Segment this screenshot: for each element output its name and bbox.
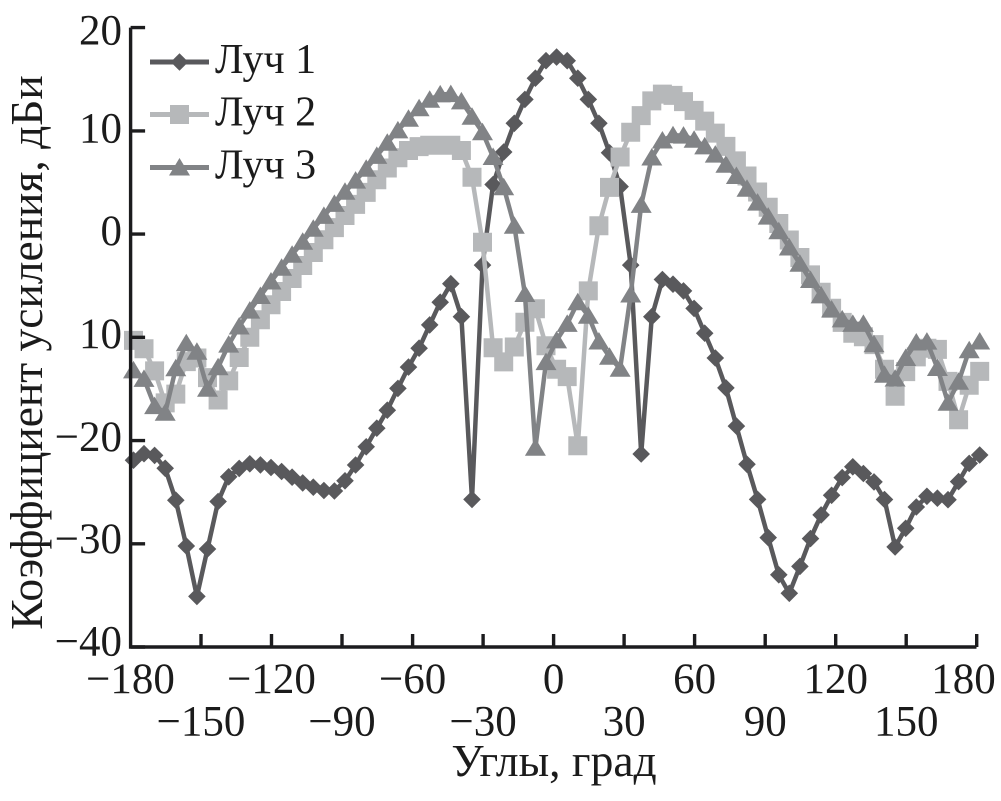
svg-text:−150: −150 (157, 699, 246, 746)
svg-text:10: 10 (79, 311, 122, 358)
svg-text:10: 10 (79, 106, 122, 153)
svg-text:0: 0 (101, 208, 123, 255)
svg-text:150: 150 (874, 699, 939, 746)
svg-text:Углы, град: Углы, град (451, 735, 656, 786)
svg-text:180: 180 (931, 656, 996, 703)
svg-text:−20: −20 (55, 414, 122, 461)
svg-text:90: 90 (744, 699, 787, 746)
svg-text:20: 20 (79, 8, 122, 55)
svg-text:0: 0 (543, 656, 565, 703)
svg-text:−30: −30 (55, 516, 122, 563)
svg-text:Луч 2: Луч 2 (215, 90, 316, 136)
svg-text:−120: −120 (227, 656, 316, 703)
svg-text:−30: −30 (449, 699, 516, 746)
svg-text:30: 30 (603, 699, 646, 746)
svg-text:Коэффициент усиления, дБи: Коэффициент усиления, дБи (1, 75, 52, 629)
svg-text:−180: −180 (86, 656, 175, 703)
svg-text:60: 60 (673, 656, 716, 703)
svg-text:Луч 3: Луч 3 (215, 143, 316, 189)
svg-text:−40: −40 (55, 619, 122, 666)
svg-text:Луч 1: Луч 1 (215, 37, 316, 83)
svg-text:−60: −60 (379, 656, 446, 703)
svg-text:−90: −90 (308, 699, 375, 746)
svg-text:120: 120 (803, 656, 868, 703)
